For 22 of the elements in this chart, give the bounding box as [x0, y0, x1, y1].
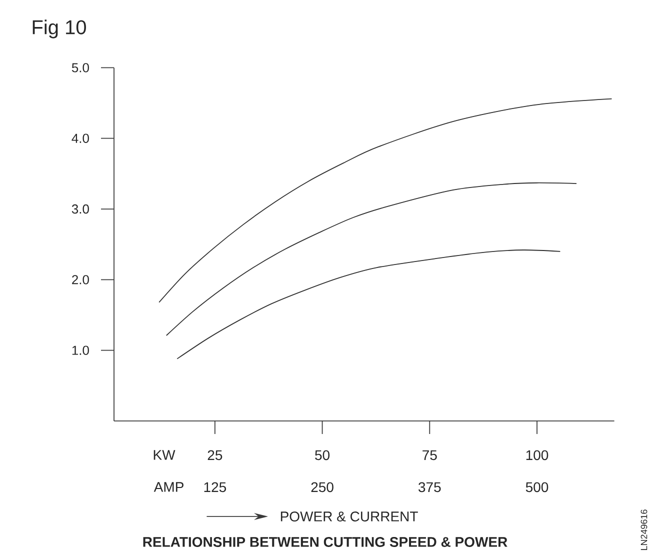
x-tick-label: 25: [208, 450, 222, 460]
x2-tick-label: 500: [526, 482, 548, 492]
y-tick-label: 3.0: [72, 204, 89, 214]
y-tick-label: 1.0: [72, 346, 89, 355]
text: AMP: [154, 482, 184, 492]
y-tick-label: 4.0: [72, 134, 89, 143]
x-tick-label: 100: [526, 450, 548, 460]
line-series: [166, 182, 577, 336]
x-tick-label: 75: [422, 450, 437, 460]
y-tick-label: 5.0: [72, 63, 89, 72]
line-series: [176, 250, 561, 360]
x-tick-label: 50: [315, 450, 330, 460]
text: RELATIONSHIP BETWEEN CUTTING SPEED & POWER: [143, 537, 508, 547]
x2-tick-label: 125: [204, 482, 226, 492]
line-series: [158, 98, 612, 303]
text: KW: [154, 450, 176, 460]
caption: Fig 10: [32, 20, 86, 38]
x2-tick-label: 375: [418, 482, 441, 492]
x-axis-title: POWER & CURRENT: [280, 512, 418, 522]
x2-tick-label: 250: [311, 482, 334, 492]
y-tick-label: 2.0: [72, 275, 89, 284]
text: LN249616: [640, 510, 648, 550]
